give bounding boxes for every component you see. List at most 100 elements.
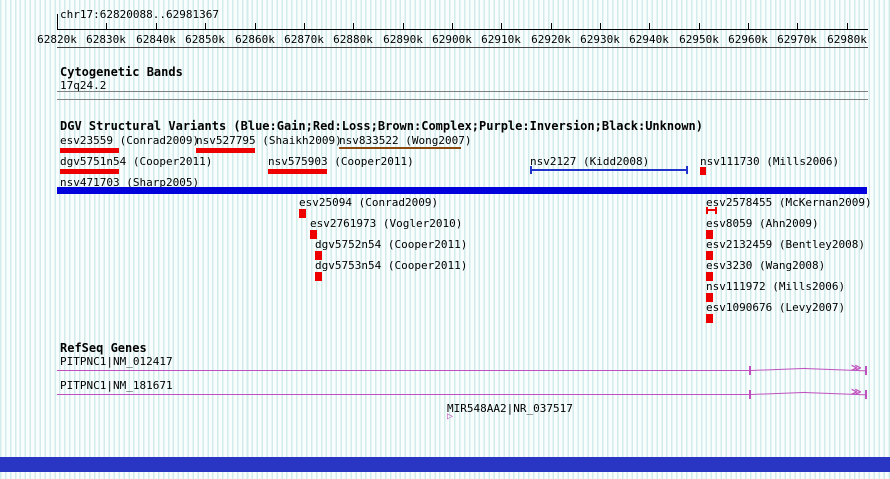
ruler-tick: [551, 23, 552, 29]
ruler-tick-label: 62820k: [37, 33, 77, 46]
cytobands-heading: Cytogenetic Bands: [60, 65, 183, 79]
variant-glyph[interactable]: [299, 209, 306, 218]
variant-glyph[interactable]: [530, 166, 688, 174]
variant-glyph[interactable]: [315, 272, 322, 281]
ruler-tick-label: 62880k: [333, 33, 373, 46]
ruler-tick-label: 62850k: [185, 33, 225, 46]
gene-exon-tick: [749, 366, 751, 375]
refseq-heading: RefSeq Genes: [60, 341, 147, 355]
ruler-tick-label: 62860k: [235, 33, 275, 46]
ruler-tick-label: 62950k: [679, 33, 719, 46]
variant-label[interactable]: nsv111730 (Mills2006): [700, 155, 840, 168]
gene-label[interactable]: MIR548AA2|NR_037517: [447, 402, 573, 415]
ruler-tick-label: 62910k: [481, 33, 521, 46]
bracket-end-right: [715, 207, 717, 214]
gene-end-arrow-icon: ≫: [851, 363, 862, 374]
variant-glyph[interactable]: [700, 167, 706, 175]
variant-label[interactable]: esv3230 (Wang2008): [706, 259, 826, 272]
ruler-tick: [304, 23, 305, 29]
ruler-tick-label: 62970k: [777, 33, 817, 46]
gene-exon-tick: [865, 390, 867, 399]
gene-label[interactable]: PITPNC1|NM_012417: [60, 355, 173, 368]
variant-glyph[interactable]: [706, 314, 713, 323]
variant-glyph[interactable]: [315, 251, 322, 260]
gene-exon-tick: [865, 366, 867, 375]
ruler-tick-label: 62900k: [432, 33, 472, 46]
variant-label[interactable]: esv1090676 (Levy2007): [706, 301, 846, 314]
variant-glyph[interactable]: [60, 148, 119, 153]
variant-label[interactable]: esv25094 (Conrad2009): [299, 196, 439, 209]
variant-label[interactable]: nsv527795 (Shaikh2009): [196, 134, 342, 147]
variant-label[interactable]: nsv2127 (Kidd2008): [530, 155, 650, 168]
ruler-axis: [57, 29, 868, 30]
variant-glyph[interactable]: [706, 251, 713, 260]
ruler-origin-tick: [57, 14, 58, 29]
ruler-tick: [699, 23, 700, 29]
variant-label[interactable]: nsv111972 (Mills2006): [706, 280, 846, 293]
mir-arrow-icon: ▷: [447, 411, 454, 422]
variant-label[interactable]: dgv5753n54 (Cooper2011): [315, 259, 468, 272]
ruler-tick-label: 62980k: [827, 33, 867, 46]
ruler-tick: [106, 23, 107, 29]
variant-glyph[interactable]: [60, 169, 119, 174]
variant-glyph[interactable]: [706, 293, 713, 302]
ruler-axis-base: [57, 47, 868, 48]
gene-end-arrow-icon: ≫: [851, 387, 862, 398]
variant-label[interactable]: esv23559 (Conrad2009): [60, 134, 200, 147]
variant-label[interactable]: dgv5752n54 (Cooper2011): [315, 238, 468, 251]
gene-line-segment[interactable]: [750, 367, 806, 371]
ruler-tick: [205, 23, 206, 29]
cytoband-track[interactable]: [57, 91, 868, 100]
variant-glyph[interactable]: [196, 148, 255, 153]
ruler-tick-label: 62920k: [531, 33, 571, 46]
variant-glyph[interactable]: [706, 207, 717, 214]
ruler-tick: [452, 23, 453, 29]
gene-line-segment[interactable]: [57, 394, 751, 395]
dgv-heading: DGV Structural Variants (Blue:Gain;Red:L…: [60, 119, 703, 133]
ruler-tick: [847, 23, 848, 29]
gene-exon-tick: [749, 390, 751, 399]
variant-label[interactable]: esv2761973 (Vogler2010): [310, 217, 463, 230]
ruler-tick: [748, 23, 749, 29]
ruler-tick-label: 62890k: [383, 33, 423, 46]
ruler-tick: [600, 23, 601, 29]
ruler-tick: [403, 23, 404, 29]
variant-label[interactable]: nsv833522 (Wong2007): [339, 134, 472, 147]
ruler-tick: [797, 23, 798, 29]
ruler-tick: [649, 23, 650, 29]
variant-glyph[interactable]: [706, 272, 713, 281]
gene-line-segment[interactable]: [750, 391, 806, 395]
cytoband-label: 17q24.2: [60, 79, 107, 92]
ruler-tick-label: 62930k: [580, 33, 620, 46]
bracket-end-left: [706, 207, 708, 214]
variant-glyph[interactable]: [339, 147, 461, 149]
variant-glyph[interactable]: [706, 230, 713, 239]
variant-label[interactable]: dgv5751n54 (Cooper2011): [60, 155, 213, 168]
variant-label[interactable]: esv2578455 (McKernan2009): [706, 196, 872, 209]
bracket-line: [706, 209, 717, 211]
variant-glyph[interactable]: [268, 169, 327, 174]
variant-label[interactable]: esv2132459 (Bentley2008): [706, 238, 865, 251]
ruler-tick: [57, 23, 58, 29]
bottom-scrollbar[interactable]: [0, 457, 890, 472]
gene-line-segment[interactable]: [57, 370, 751, 371]
gene-label[interactable]: PITPNC1|NM_181671: [60, 379, 173, 392]
ruler-tick: [501, 23, 502, 29]
ruler-tick-label: 62870k: [284, 33, 324, 46]
variant-glyph[interactable]: [57, 187, 867, 194]
bracket-line: [530, 169, 688, 171]
ruler-tick: [255, 23, 256, 29]
variant-label[interactable]: esv8059 (Ahn2009): [706, 217, 819, 230]
variant-label[interactable]: nsv575903 (Cooper2011): [268, 155, 414, 168]
ruler-tick: [353, 23, 354, 29]
bracket-end-right: [686, 166, 688, 174]
variant-label[interactable]: nsv471703 (Sharp2005): [60, 176, 200, 189]
ruler-tick-label: 62840k: [136, 33, 176, 46]
ruler-tick-label: 62830k: [86, 33, 126, 46]
ruler-tick: [156, 23, 157, 29]
ruler-tick-label: 62940k: [629, 33, 669, 46]
region-label: chr17:62820088..62981367: [60, 8, 219, 21]
variant-glyph[interactable]: [310, 230, 317, 239]
bracket-end-left: [530, 166, 532, 174]
